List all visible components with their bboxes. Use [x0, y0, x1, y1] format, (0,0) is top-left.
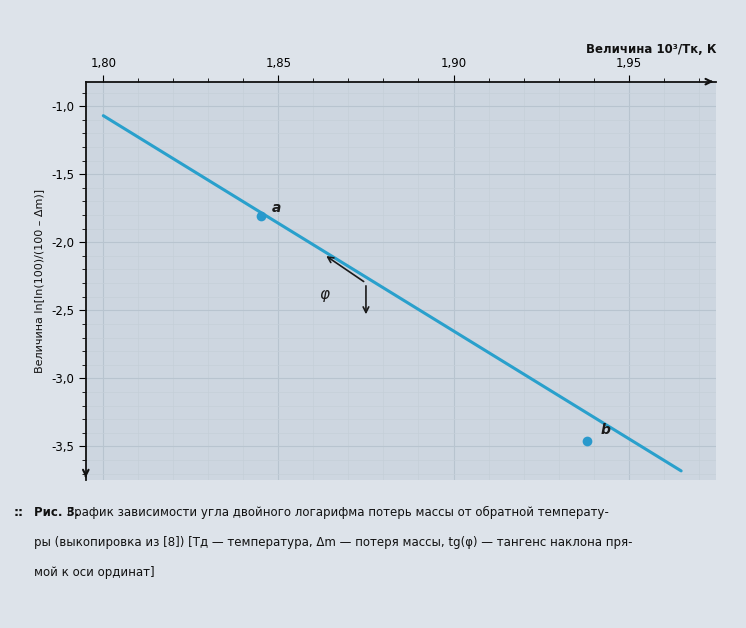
Text: a: a — [272, 202, 280, 215]
Text: φ: φ — [319, 288, 329, 303]
Text: Рис. 3.: Рис. 3. — [34, 506, 79, 519]
Text: ::: :: — [13, 506, 23, 519]
Text: Величина 10³/Tк, К: Величина 10³/Tк, К — [586, 43, 716, 56]
Text: мой к оси ординат]: мой к оси ординат] — [34, 566, 154, 579]
Text: b: b — [601, 423, 610, 437]
Text: График зависимости угла двойного логарифма потерь массы от обратной температу-: График зависимости угла двойного логариф… — [67, 506, 609, 519]
Text: ры (выкопировка из [8]) [Tд — температура, Δm — потеря массы, tg(φ) — тангенс на: ры (выкопировка из [8]) [Tд — температур… — [34, 536, 632, 549]
Y-axis label: Величина ln[ln(100)/(100 – Δm)]: Величина ln[ln(100)/(100 – Δm)] — [34, 189, 44, 373]
